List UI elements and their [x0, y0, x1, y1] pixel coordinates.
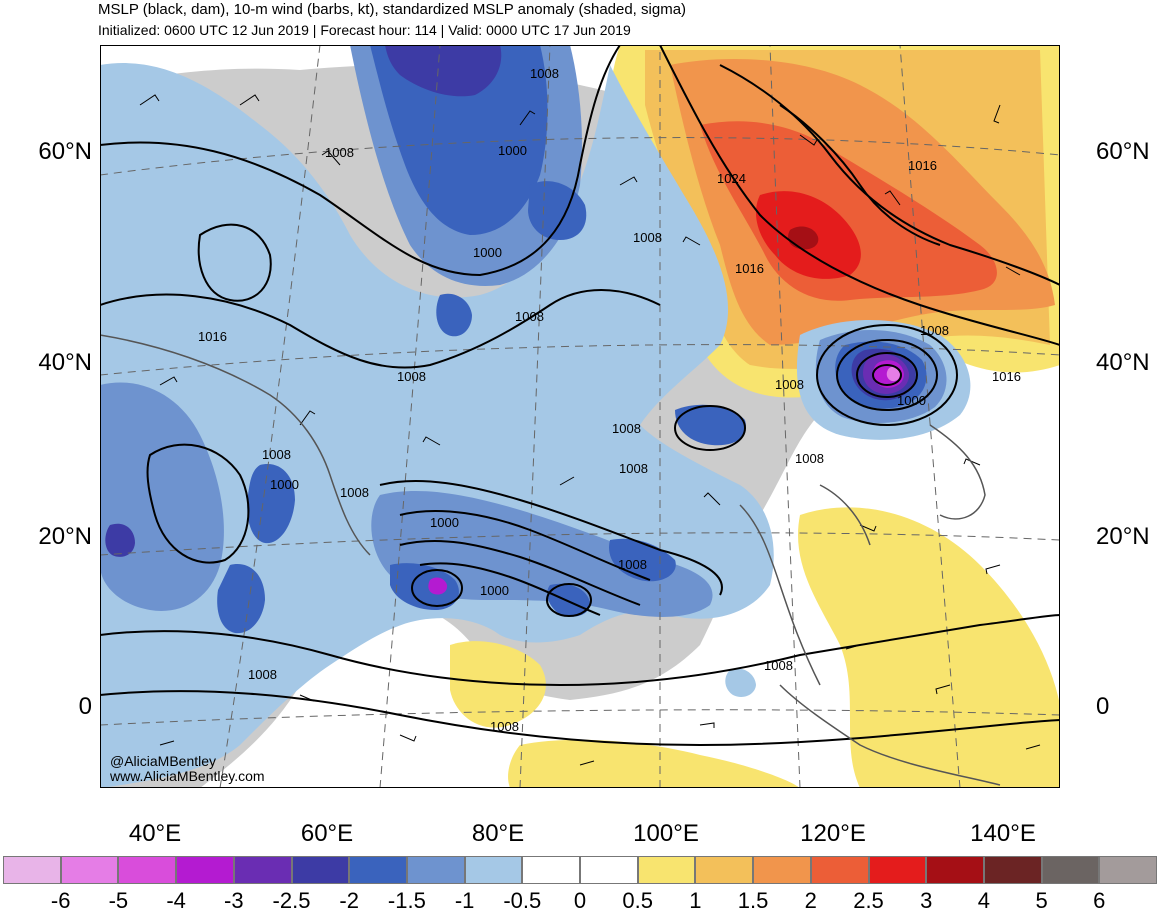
colorbar-cell	[1041, 856, 1100, 884]
lon-label: 80°E	[471, 820, 525, 847]
isobar-label: 1008	[795, 451, 824, 466]
chart-title: MSLP (black, dam), 10-m wind (barbs, kt)…	[98, 1, 687, 18]
isobar-label: 1008	[248, 667, 277, 682]
colorbar	[3, 856, 1158, 884]
colorbar-cell	[926, 856, 984, 884]
isobar-label: 1000	[430, 515, 459, 530]
isobars	[100, 45, 1060, 747]
lat-label-left: 0	[78, 693, 92, 720]
colorbar-tick-label: 2	[804, 888, 817, 913]
credit-website: www.AliciaMBentley.com	[110, 768, 265, 784]
isobar-label: 1000	[480, 583, 509, 598]
lon-label: 40°E	[128, 820, 182, 847]
isobar-label: 1008	[262, 447, 291, 462]
lon-label: 100°E	[633, 820, 699, 847]
colorbar-cell	[810, 856, 869, 884]
colorbar-cell	[291, 856, 350, 884]
colorbar-cell	[464, 856, 523, 884]
colorbar-tick-label: 2.5	[853, 888, 884, 913]
colorbar-tick-label: 4	[977, 888, 991, 913]
negative-anomaly-shading	[100, 45, 971, 788]
isobar-label: 1024	[717, 171, 746, 186]
coastlines	[100, 334, 1001, 786]
colorbar-tick-label: 0.5	[622, 888, 653, 913]
isobar-labels: 1008 1000 1008 1000 1024 1016 1016 1008 …	[198, 66, 1021, 734]
isobar-label: 1008	[612, 421, 641, 436]
isobar-label: 1000	[897, 393, 926, 408]
credit-handle: @AliciaMBentley	[110, 753, 217, 769]
isobar-label: 1000	[473, 245, 502, 260]
lat-label-left: 60°N	[38, 138, 92, 165]
colorbar-tick-label: -3	[224, 888, 244, 913]
graticule	[100, 45, 1060, 788]
isobar-label: 1008	[618, 557, 647, 572]
colorbar-cell	[580, 856, 638, 884]
colorbar-cell	[1099, 856, 1158, 884]
colorbar-tick-label: -1	[454, 888, 475, 913]
isobar-label: 1008	[619, 461, 648, 476]
lat-label-right: 40°N	[1096, 349, 1150, 376]
colorbar-cell	[868, 856, 927, 884]
colorbar-cell	[695, 856, 754, 884]
lat-label-left: 40°N	[38, 349, 92, 376]
isobar-label: 1000	[498, 143, 527, 158]
colorbar-labels: -6 -5 -4 -3 -2.5 -2 -1.5 -1 -0.5 0 0.5 1 1.5 2 2.5 3 4 5 6	[3, 888, 1157, 913]
lon-label: 60°E	[300, 820, 354, 847]
colorbar-tick-label: 6	[1093, 888, 1106, 913]
colorbar-tick-label: 5	[1035, 888, 1048, 913]
colorbar-tick-label: -6	[50, 888, 71, 913]
colorbar-cell	[637, 856, 696, 884]
colorbar-cell	[522, 856, 581, 884]
lon-label: 120°E	[800, 820, 866, 847]
isobar-label: 1008	[397, 369, 426, 384]
isobar-label: 1008	[340, 485, 369, 500]
isobar-label: 1008	[764, 658, 793, 673]
colorbar-cell	[3, 856, 61, 884]
colorbar-cell	[118, 856, 177, 884]
colorbar-cell	[753, 856, 811, 884]
colorbar-cell	[349, 856, 407, 884]
isobar-label: 1008	[530, 66, 559, 81]
colorbar-tick-label: -4	[166, 888, 186, 913]
map-frame	[100, 45, 1060, 788]
isobar-label: 1000	[270, 477, 299, 492]
isobar-label: 1008	[920, 323, 949, 338]
isobar-label: 1016	[198, 329, 227, 344]
isobar-label: 1008	[490, 719, 519, 734]
isobar-label: 1016	[992, 369, 1021, 384]
colorbar-cell	[60, 856, 119, 884]
isobar-label: 1008	[633, 230, 662, 245]
colorbar-tick-label: 1	[689, 888, 702, 913]
isobar-label: 1008	[775, 377, 804, 392]
colorbar-cell	[983, 856, 1042, 884]
lat-label-left: 20°N	[38, 523, 92, 550]
wind-barbs	[139, 94, 1041, 766]
weather-map: 1008 1000 1008 1000 1024 1016 1016 1008 …	[100, 45, 1060, 788]
isobar-label: 1008	[515, 309, 544, 324]
colorbar-cell	[233, 856, 292, 884]
colorbar-tick-label: -0.5	[503, 888, 542, 913]
colorbar-tick-label: -5	[108, 888, 129, 913]
chart-subtitle: Initialized: 0600 UTC 12 Jun 2019 | Fore…	[98, 22, 631, 38]
isobar-label: 1016	[908, 158, 937, 173]
colorbar-tick-label: -2.5	[272, 888, 311, 913]
colorbar-tick-label: -1.5	[387, 888, 426, 913]
lat-label-right: 60°N	[1096, 138, 1150, 165]
lon-label: 140°E	[970, 820, 1036, 847]
lat-label-right: 20°N	[1096, 523, 1150, 550]
colorbar-tick-label: 3	[920, 888, 933, 913]
colorbar-cell	[406, 856, 465, 884]
isobar-label: 1016	[735, 261, 764, 276]
colorbar-tick-label: -2	[339, 888, 359, 913]
colorbar-cell	[176, 856, 234, 884]
lat-label-right: 0	[1096, 693, 1110, 720]
colorbar-tick-label: 0	[573, 888, 587, 913]
colorbar-tick-label: 1.5	[737, 888, 769, 913]
